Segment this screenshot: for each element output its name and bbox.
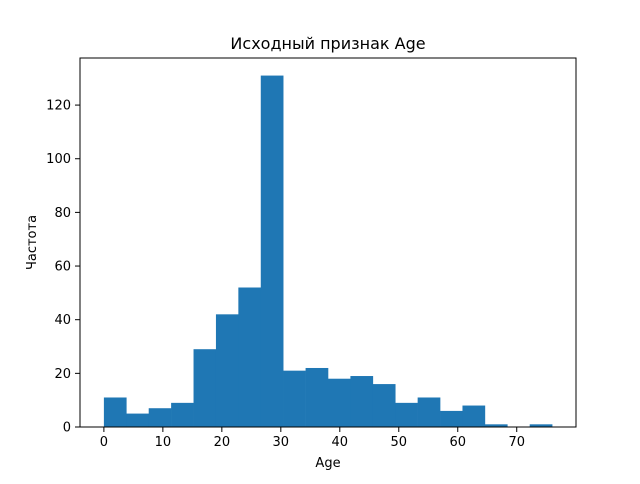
- y-tick-label: 20: [54, 367, 71, 382]
- histogram-bar: [395, 402, 418, 427]
- x-tick-label: 60: [449, 435, 466, 450]
- histogram-bar: [350, 376, 374, 427]
- y-tick-label: 60: [54, 260, 71, 275]
- x-tick-label: 40: [332, 435, 349, 450]
- y-tick-label: 100: [46, 152, 71, 167]
- histogram-bar: [484, 424, 508, 427]
- histogram-bar: [238, 287, 262, 427]
- x-tick-label: 10: [155, 435, 172, 450]
- histogram-bar: [260, 75, 284, 428]
- y-tick-label: 80: [54, 206, 71, 221]
- y-tick-label: 0: [63, 421, 71, 436]
- x-tick-label: 70: [508, 435, 525, 450]
- chart-title: Исходный признак Age: [230, 34, 425, 53]
- y-tick-label: 40: [54, 313, 71, 328]
- x-tick-label: 0: [100, 435, 108, 450]
- bars-group: [103, 75, 553, 428]
- histogram-bar: [462, 405, 486, 427]
- histogram-bar: [529, 424, 553, 427]
- x-tick-label: 20: [214, 435, 231, 450]
- x-tick-label: 50: [390, 435, 407, 450]
- x-tick-label: 30: [273, 435, 290, 450]
- histogram-bar: [148, 408, 172, 427]
- histogram-bar: [328, 378, 351, 427]
- y-tick-label: 120: [46, 99, 71, 114]
- histogram-bar: [372, 384, 396, 427]
- ticks-group: 0 10 20 30 40 50 60 70 0 20 40 60 80 100 120: [46, 99, 525, 450]
- histogram-bar: [126, 413, 150, 427]
- histogram-bar: [103, 397, 127, 427]
- histogram-bar: [305, 367, 329, 427]
- histogram-bar: [193, 349, 217, 427]
- histogram-bar: [215, 314, 239, 427]
- histogram-bar: [417, 397, 441, 427]
- x-axis-label: Age: [315, 456, 340, 471]
- histogram-bar: [283, 370, 306, 427]
- y-axis-label: Частота: [25, 215, 40, 270]
- plot-frame: [79, 57, 577, 428]
- histogram-bar: [440, 410, 463, 427]
- histogram-bar: [171, 402, 194, 427]
